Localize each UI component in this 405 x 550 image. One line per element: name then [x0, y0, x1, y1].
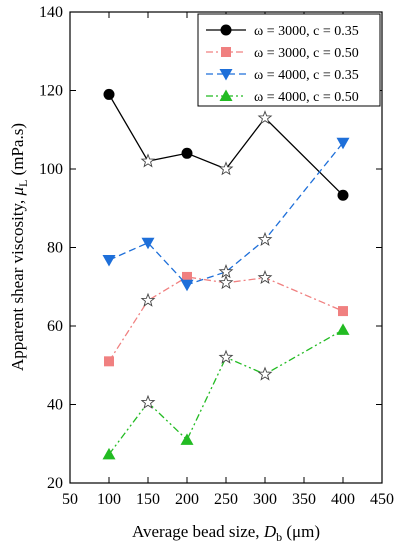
data-point — [102, 255, 116, 267]
data-point-star — [140, 394, 156, 409]
legend-label: ω = 4000, c = 0.50 — [254, 90, 359, 105]
data-point — [338, 306, 348, 317]
data-point — [180, 279, 194, 292]
legend-marker — [221, 47, 231, 57]
data-point-star — [218, 349, 234, 364]
series-3 — [102, 137, 350, 292]
data-point — [336, 323, 350, 335]
legend: ω = 3000, c = 0.35 ω = 3000, c = 0.50 ω = … — [197, 13, 381, 107]
data-point-star — [257, 269, 273, 285]
data-point — [102, 447, 116, 460]
data-point-star — [218, 275, 234, 290]
data-point — [181, 147, 193, 159]
data-point — [141, 237, 155, 250]
y-tick-label: 40 — [47, 397, 63, 414]
series-line — [108, 276, 344, 362]
y-tick-label: 80 — [47, 240, 63, 257]
legend-entries: ω = 3000, c = 0.35 ω = 3000, c = 0.50 ω = … — [206, 24, 359, 105]
legend-label: ω = 3000, c = 0.35 — [254, 24, 359, 39]
data-point-star — [218, 264, 234, 279]
data-point — [337, 189, 349, 201]
x-tick-label: 300 — [253, 491, 277, 508]
y-axis-title: Apparent shear viscosity, μL (mPa.s) — [8, 123, 30, 371]
data-point — [104, 356, 114, 367]
data-point-star — [257, 366, 273, 381]
data-point-star — [140, 153, 156, 168]
x-tick-label: 350 — [292, 491, 316, 508]
data-point-star — [257, 231, 273, 246]
data-point-star — [140, 292, 156, 307]
x-tick-label: 150 — [136, 491, 160, 508]
x-axis-title: Average bead size, Db (μm) — [132, 522, 320, 544]
x-tick-label: 400 — [331, 491, 355, 508]
x-tick-label: 200 — [175, 491, 199, 508]
data-point — [182, 271, 192, 282]
x-tick-label: 100 — [97, 491, 121, 508]
legend-label: ω = 3000, c = 0.50 — [254, 46, 359, 61]
x-tick-label: 450 — [370, 491, 394, 508]
x-tick-label: 50 — [62, 491, 78, 508]
series-line — [108, 329, 344, 455]
legend-label: ω = 4000, c = 0.35 — [254, 68, 359, 83]
y-tick-label: 100 — [39, 161, 63, 178]
data-point-star — [257, 110, 273, 125]
y-tick-label: 60 — [47, 318, 63, 335]
series-1 — [103, 88, 349, 201]
series-layer — [102, 88, 350, 460]
legend-marker — [219, 89, 233, 101]
legend-marker — [220, 24, 232, 36]
series-4 — [102, 323, 350, 460]
y-tick-label: 120 — [39, 83, 63, 100]
data-point — [336, 137, 350, 150]
data-point-star — [218, 161, 234, 176]
y-tick-label: 140 — [39, 4, 63, 21]
x-tick-label: 250 — [214, 491, 238, 508]
series-2 — [104, 269, 348, 367]
series-line — [108, 142, 344, 286]
data-point — [103, 88, 115, 100]
legend-marker — [219, 69, 233, 81]
series-line — [108, 94, 344, 196]
data-point — [180, 433, 194, 445]
axis-ticks: 50 100 150 200 250 300 350 400 450 20 40 60 80 100 120… — [39, 4, 394, 508]
y-tick-label: 20 — [47, 475, 63, 492]
